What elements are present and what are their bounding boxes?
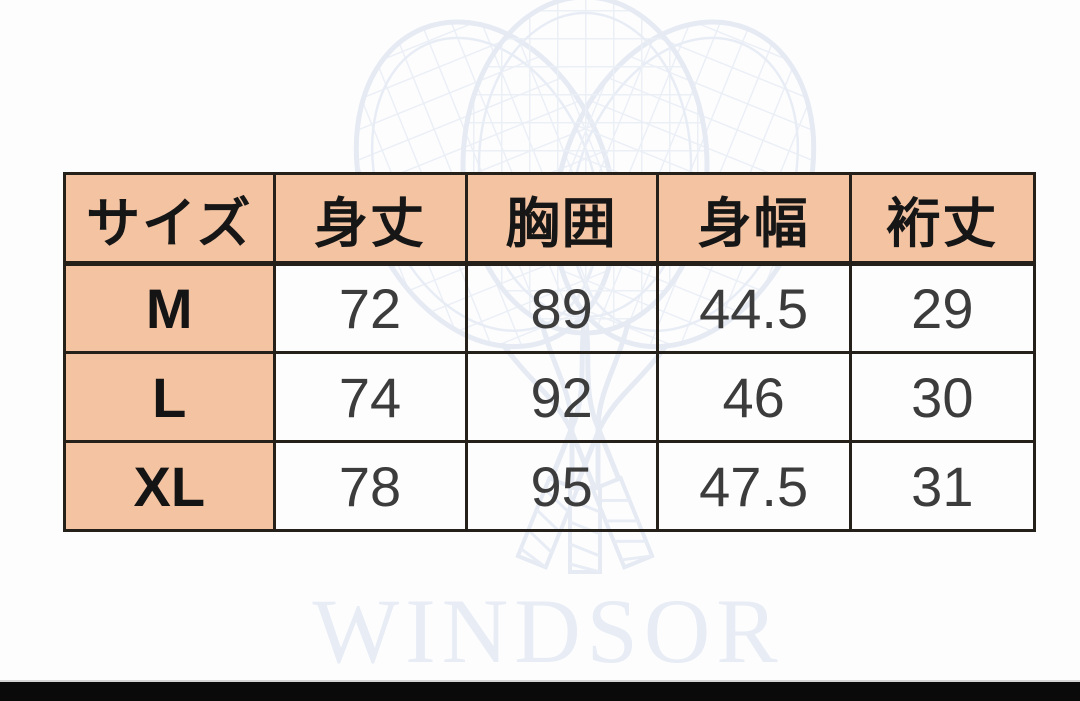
value-cell: 46 bbox=[655, 351, 852, 443]
table-row-m: M 72 89 44.5 29 bbox=[63, 262, 1037, 354]
column-header-chest: 胸囲 bbox=[464, 172, 659, 266]
value-cell: 44.5 bbox=[655, 262, 852, 354]
size-chart-table: サイズ 身丈 胸囲 身幅 裄丈 M 72 89 44.5 29 L 74 92 … bbox=[63, 172, 1037, 532]
value-cell: 31 bbox=[848, 440, 1037, 532]
value-cell: 47.5 bbox=[655, 440, 852, 532]
size-cell: L bbox=[63, 351, 276, 443]
value-cell: 72 bbox=[272, 262, 468, 354]
table-row-l: L 74 92 46 30 bbox=[63, 351, 1037, 443]
value-cell: 78 bbox=[272, 440, 468, 532]
value-cell: 74 bbox=[272, 351, 468, 443]
column-header-body-length: 身丈 bbox=[272, 172, 468, 266]
column-header-size: サイズ bbox=[63, 172, 276, 266]
size-cell: M bbox=[63, 262, 276, 354]
value-cell: 95 bbox=[464, 440, 659, 532]
value-cell: 92 bbox=[464, 351, 659, 443]
watermark-brand-text: WINDSOR bbox=[312, 580, 783, 682]
letterbox-bar bbox=[0, 680, 1080, 701]
column-header-body-width: 身幅 bbox=[655, 172, 852, 266]
value-cell: 29 bbox=[848, 262, 1037, 354]
table-row-xl: XL 78 95 47.5 31 bbox=[63, 440, 1037, 532]
column-header-sleeve: 裄丈 bbox=[848, 172, 1037, 266]
value-cell: 30 bbox=[848, 351, 1037, 443]
value-cell: 89 bbox=[464, 262, 659, 354]
header-row: サイズ 身丈 胸囲 身幅 裄丈 bbox=[63, 172, 1037, 266]
size-cell: XL bbox=[63, 440, 276, 532]
